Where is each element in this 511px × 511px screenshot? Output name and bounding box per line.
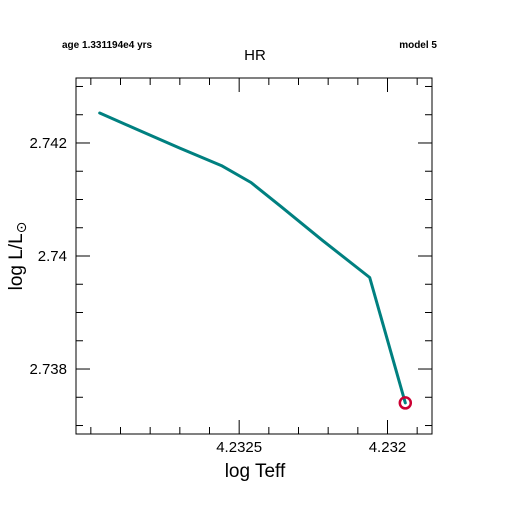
age-label: age 1.331194e4 yrs [62, 40, 153, 51]
chart-title: HR [244, 47, 266, 64]
axis-ticks [76, 78, 432, 434]
y-axis-label-symbol: ⊙ [13, 222, 29, 234]
y-axis-label: log L/L [6, 233, 27, 290]
series-layer [98, 111, 413, 410]
y-tick-label: 2.738 [29, 361, 67, 378]
x-tick-label: 4.232 [369, 439, 407, 456]
svg-text:log L/L⊙: log L/L⊙ [6, 222, 29, 291]
y-axis-label-group: log L/L⊙ [6, 222, 29, 291]
evolution-track-line [98, 111, 407, 405]
y-tick-label: 2.74 [38, 248, 67, 265]
model-label: model 5 [399, 40, 437, 51]
y-tick-label: 2.742 [29, 135, 67, 152]
x-axis-label: log Teff [225, 461, 286, 482]
axis-tick-labels: 4.2325 4.232 2.738 2.74 2.742 [29, 135, 406, 456]
current-model-marker [398, 396, 413, 410]
plot-frame [75, 77, 433, 435]
x-tick-label: 4.2325 [216, 439, 262, 456]
